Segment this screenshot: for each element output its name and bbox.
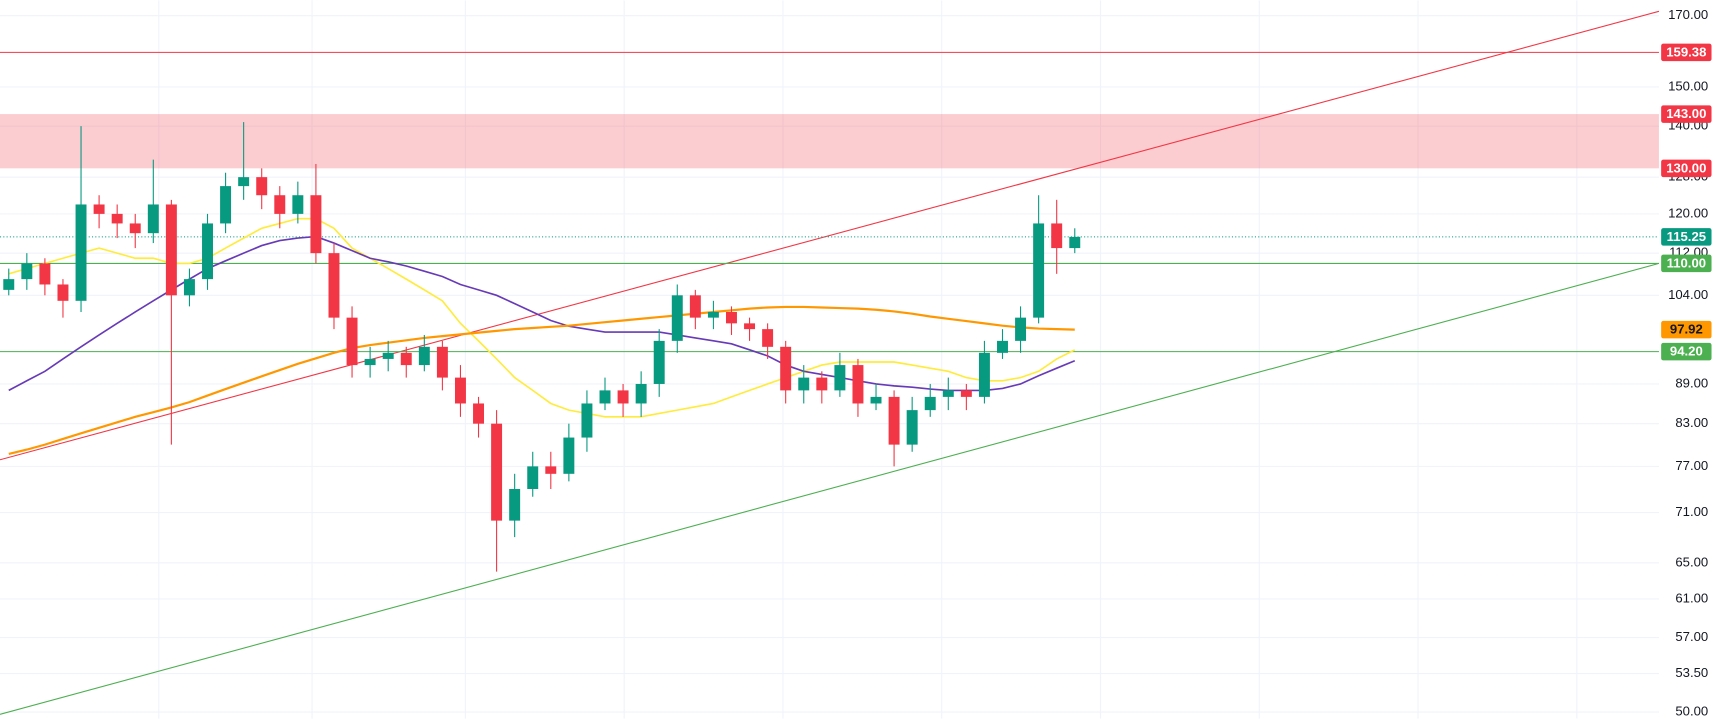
candle-body xyxy=(57,284,69,301)
candle-body xyxy=(1015,317,1027,341)
candle-body xyxy=(147,204,159,234)
candle-body xyxy=(653,340,665,384)
price-badge xyxy=(1661,105,1712,123)
candle-body xyxy=(165,204,177,296)
candle-body xyxy=(3,279,15,290)
price-badge-label: 110.00 xyxy=(1667,255,1706,270)
price-badge-label: 97.92 xyxy=(1670,322,1703,337)
candle-body xyxy=(707,311,719,318)
candle-body xyxy=(418,346,430,366)
candle-body xyxy=(1033,223,1045,318)
y-tick-label: 120.00 xyxy=(1668,205,1708,220)
candle-body xyxy=(202,223,213,280)
y-tick-label: 83.00 xyxy=(1675,415,1708,430)
candle-body xyxy=(129,223,141,234)
candle-body xyxy=(328,253,340,318)
candle-body xyxy=(671,295,683,341)
price-badge-label: 115.25 xyxy=(1667,229,1706,244)
y-tick-label: 53.50 xyxy=(1675,665,1708,680)
y-tick-label: 104.00 xyxy=(1668,287,1708,302)
price-badge xyxy=(1661,320,1712,339)
candle-body xyxy=(906,410,918,445)
candle-body xyxy=(599,390,611,404)
candle-body xyxy=(635,383,647,404)
candle-body xyxy=(563,437,575,474)
candle-body xyxy=(473,403,485,424)
y-tick-label: 77.00 xyxy=(1675,458,1708,473)
y-tick-label: 65.00 xyxy=(1675,554,1708,569)
price-badge-label: 94.20 xyxy=(1670,344,1703,359)
zone xyxy=(0,114,1659,169)
candle-body xyxy=(545,466,557,474)
candle-body xyxy=(346,317,358,366)
candle-body xyxy=(798,377,810,391)
candle-body xyxy=(1069,236,1081,249)
candle-body xyxy=(454,377,466,404)
candle-body xyxy=(1051,223,1063,249)
candle-body xyxy=(581,403,593,438)
candle-body xyxy=(834,365,846,391)
y-tick-label: 57.00 xyxy=(1675,629,1708,644)
candle-body xyxy=(183,279,195,296)
candle-body xyxy=(527,466,539,489)
candle-body xyxy=(617,390,629,404)
price-badge-label: 143.00 xyxy=(1666,106,1706,121)
y-tick-label: 150.00 xyxy=(1668,78,1708,93)
candle-body xyxy=(274,195,286,214)
candle-body xyxy=(256,177,268,196)
candle-body xyxy=(111,213,123,224)
y-tick-label: 170.00 xyxy=(1668,7,1708,22)
candle-body xyxy=(382,352,394,359)
candle-body xyxy=(978,352,990,397)
trendline xyxy=(0,262,1660,715)
y-tick-label: 89.00 xyxy=(1675,375,1708,390)
candle-body xyxy=(292,195,304,214)
candle-body xyxy=(870,396,882,404)
candle-body xyxy=(689,295,701,318)
candle-body xyxy=(75,204,87,301)
candle-body xyxy=(924,396,936,411)
candle-body xyxy=(816,377,828,391)
candle-body xyxy=(852,365,864,404)
candle-body xyxy=(39,263,51,285)
price-badge xyxy=(1661,43,1712,62)
candle-body xyxy=(21,263,33,280)
moving-average xyxy=(8,305,1075,456)
candle-body xyxy=(960,390,972,397)
candle-body xyxy=(220,186,232,224)
candle-body xyxy=(238,177,250,187)
y-tick-label: 71.00 xyxy=(1675,504,1708,519)
price-badge xyxy=(1661,159,1712,178)
candle-body xyxy=(491,423,503,521)
candle-body xyxy=(400,352,412,366)
candle-body xyxy=(93,204,105,214)
y-tick-label: 50.00 xyxy=(1675,704,1708,719)
candle-body xyxy=(509,488,521,521)
candle-body xyxy=(888,396,900,445)
trendline xyxy=(0,10,1660,461)
candle-body xyxy=(780,346,792,391)
candle-body xyxy=(436,346,448,378)
price-badge-label: 159.38 xyxy=(1666,44,1706,59)
candle-body xyxy=(762,329,774,347)
price-badge xyxy=(1661,254,1712,273)
candle-body xyxy=(726,311,737,324)
candle-body xyxy=(744,323,756,330)
candle-body xyxy=(310,195,322,254)
candle-body xyxy=(364,358,376,366)
moving-average xyxy=(8,217,1076,418)
price-badge-label: 130.00 xyxy=(1666,160,1706,175)
price-badge xyxy=(1661,342,1712,361)
y-tick-label: 61.00 xyxy=(1675,590,1708,605)
price-badge xyxy=(1661,228,1712,246)
candle-body xyxy=(942,390,954,397)
candle-body xyxy=(997,340,1008,353)
